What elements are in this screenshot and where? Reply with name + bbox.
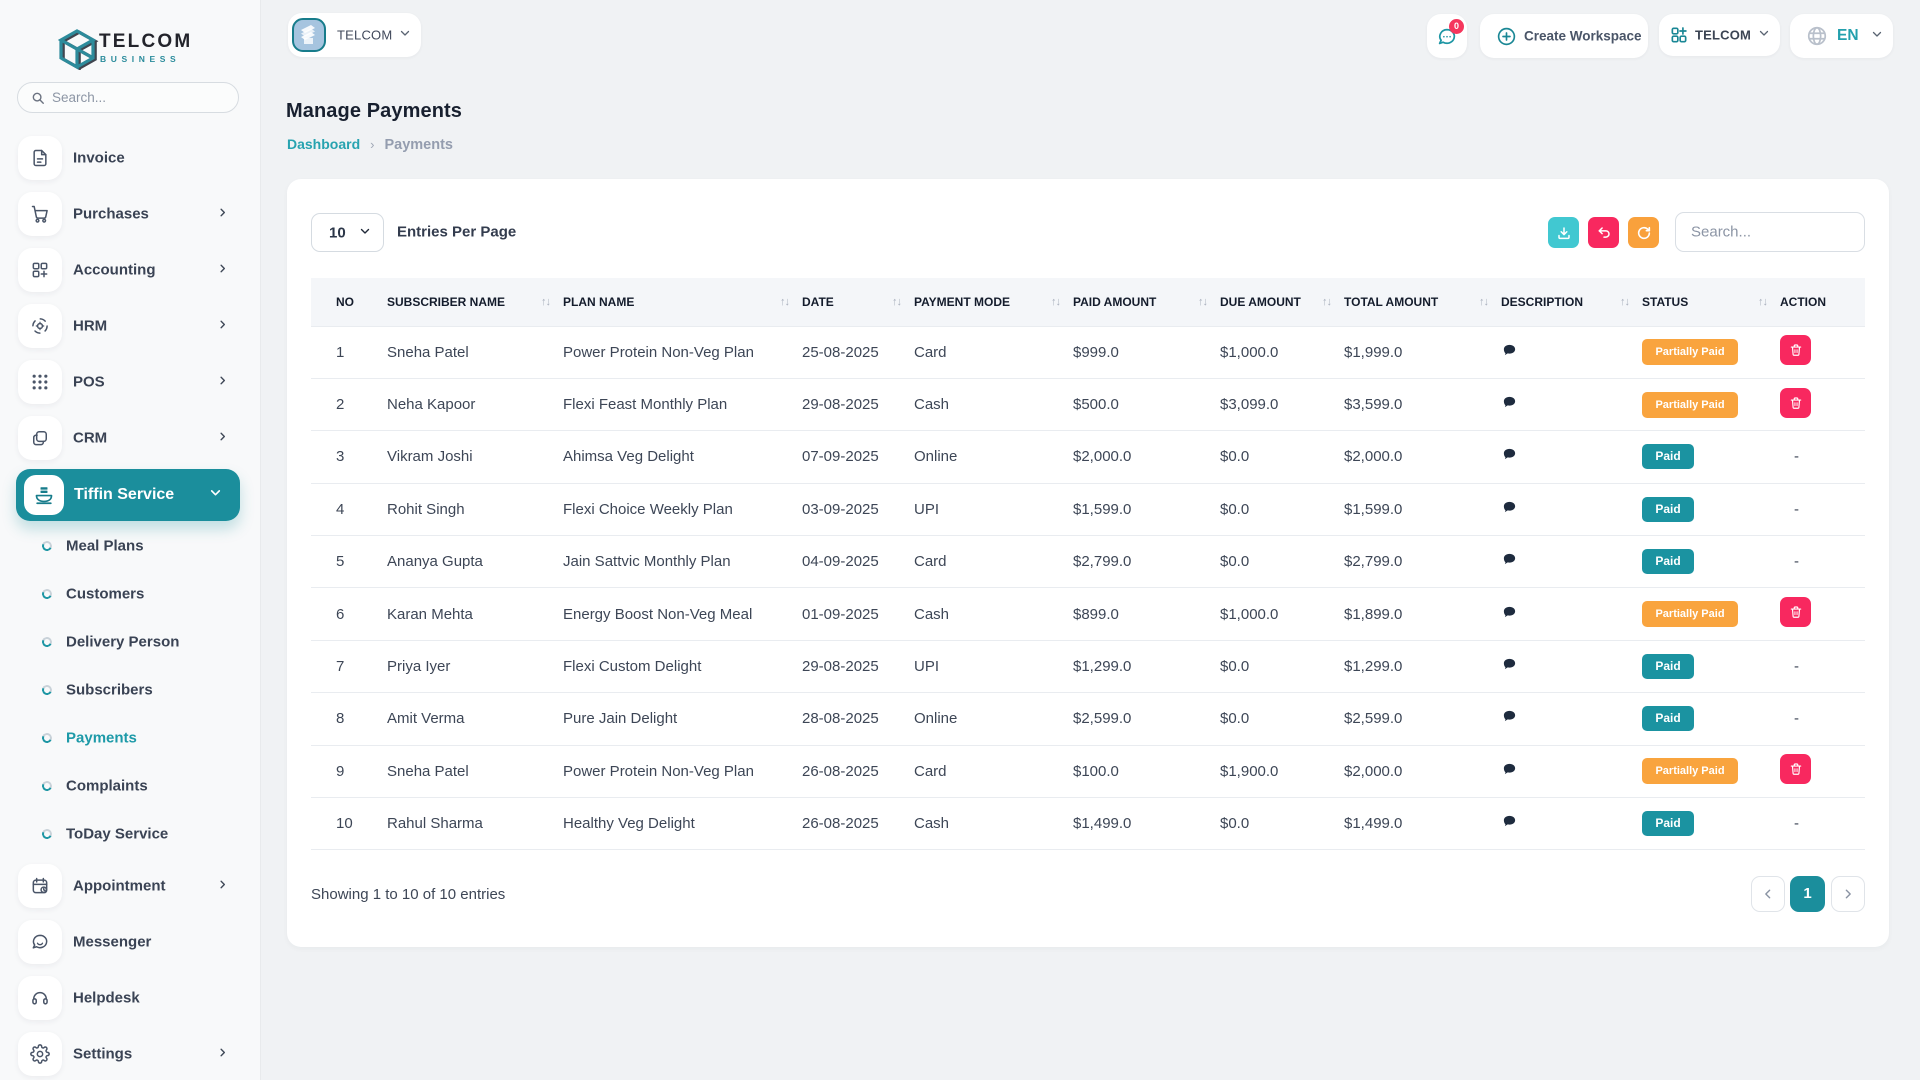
svg-text:TELCOM: TELCOM xyxy=(99,31,192,52)
svg-text:BUSINESS: BUSINESS xyxy=(100,54,180,64)
